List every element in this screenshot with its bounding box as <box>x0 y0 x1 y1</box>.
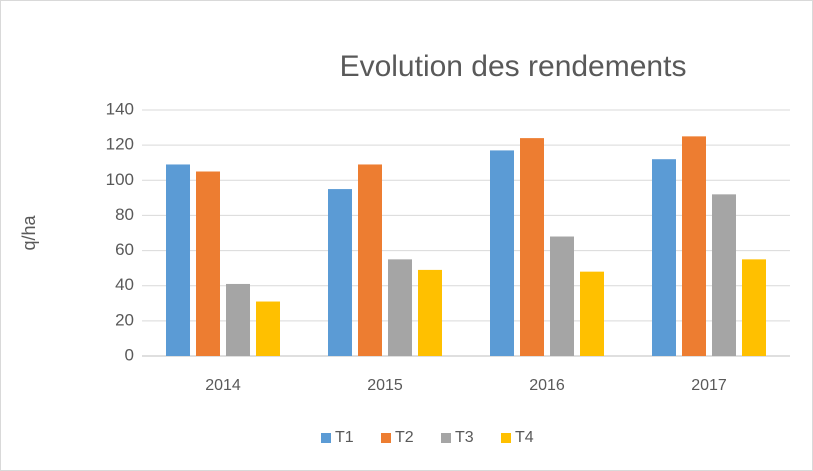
bar <box>388 259 412 356</box>
bar <box>226 283 250 356</box>
x-tick-label: 2015 <box>367 377 403 394</box>
legend-label: T3 <box>455 429 474 446</box>
x-tick-label: 2017 <box>691 377 727 394</box>
legend-label: T2 <box>395 429 414 446</box>
bar <box>580 271 604 356</box>
bar <box>358 164 382 356</box>
bar <box>682 136 706 356</box>
bar <box>652 159 676 356</box>
bar <box>490 150 514 356</box>
bar <box>166 164 190 356</box>
y-tick-label: 140 <box>106 99 134 118</box>
x-tick-label: 2016 <box>529 377 565 394</box>
bar <box>712 194 736 356</box>
legend-swatch <box>321 433 331 443</box>
y-tick-label: 40 <box>115 275 134 294</box>
legend-swatch <box>441 433 451 443</box>
y-tick-label: 120 <box>106 135 134 154</box>
y-tick-label: 100 <box>106 170 134 189</box>
bar <box>550 236 574 356</box>
bar <box>742 259 766 356</box>
bar <box>256 301 280 356</box>
bar <box>520 138 544 356</box>
legend-swatch <box>501 433 511 443</box>
chart-title: Evolution des rendements <box>340 50 687 83</box>
legend-label: T1 <box>335 429 354 446</box>
bar <box>328 189 352 356</box>
y-tick-label: 80 <box>115 205 134 224</box>
y-tick-label: 60 <box>115 240 134 259</box>
bar <box>196 171 220 356</box>
y-tick-label: 20 <box>115 310 134 329</box>
y-tick-label: 0 <box>125 345 134 364</box>
x-tick-label: 2014 <box>205 377 241 394</box>
legend-label: T4 <box>515 429 534 446</box>
bar <box>418 269 442 356</box>
y-axis-label: q/ha <box>19 215 39 251</box>
legend-swatch <box>381 433 391 443</box>
